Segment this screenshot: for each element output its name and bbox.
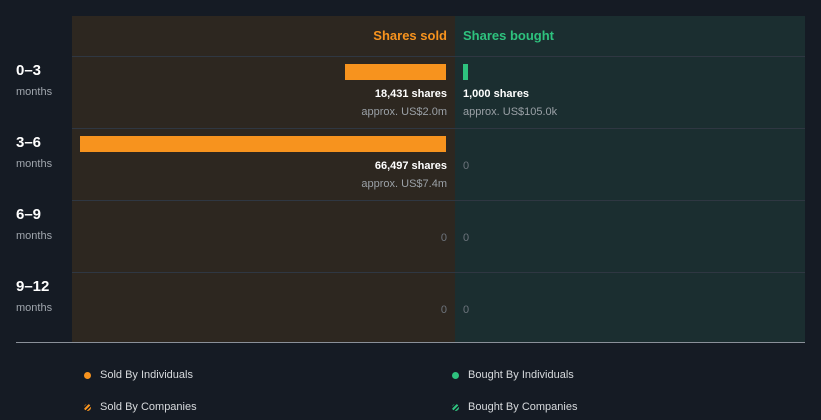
bought-zero-label: 0 [463,304,470,316]
row-period-label: 0–3 [16,62,42,79]
sold-zero-label: 0 [440,232,447,244]
sold-zero-label: 0 [440,304,447,316]
sold-bar [80,136,446,152]
row-period-unit: months [16,86,53,98]
legend-label: Bought By Companies [468,401,578,413]
sold-shares-label: 18,431 shares [374,88,447,100]
legend-swatch [84,371,91,379]
legend-bought-by-companies: Bought By Companies [452,401,577,413]
legend-label: Sold By Companies [100,401,197,413]
legend-swatch [452,371,459,379]
row-divider [72,128,805,129]
bought-shares-label: 1,000 shares [463,88,530,100]
legend-label: Bought By Individuals [468,369,574,381]
sold-value-label: approx. US$2.0m [361,106,447,118]
sold-value-label: approx. US$7.4m [361,178,447,190]
row-period-unit: months [16,230,53,242]
legend-label: Sold By Individuals [100,369,193,381]
sold-shares-label: 66,497 shares [374,160,447,172]
legend-sold-by-individuals: Sold By Individuals [84,369,193,381]
row-period-label: 6–9 [16,206,42,223]
row-divider [72,56,805,57]
bought-zero-label: 0 [463,232,470,244]
row-divider [72,272,805,273]
legend-sold-by-companies: Sold By Companies [84,401,197,413]
sold-bar [344,64,446,80]
shares-bought-header: Shares bought [463,28,555,43]
legend-bought-by-individuals: Bought By Individuals [452,369,574,381]
shares-sold-header: Shares sold [373,28,447,43]
chart-baseline [16,342,805,343]
row-period-unit: months [16,158,53,170]
row-period-label: 9–12 [16,278,50,295]
row-period-unit: months [16,302,53,314]
legend-swatch-hatched [84,403,91,411]
legend-swatch-hatched [452,403,459,411]
bought-bar [463,64,468,80]
row-divider [72,200,805,201]
shares-bought-panel [455,16,805,343]
bought-zero-label: 0 [463,160,470,172]
row-period-label: 3–6 [16,134,42,151]
bought-value-label: approx. US$105.0k [463,106,558,118]
